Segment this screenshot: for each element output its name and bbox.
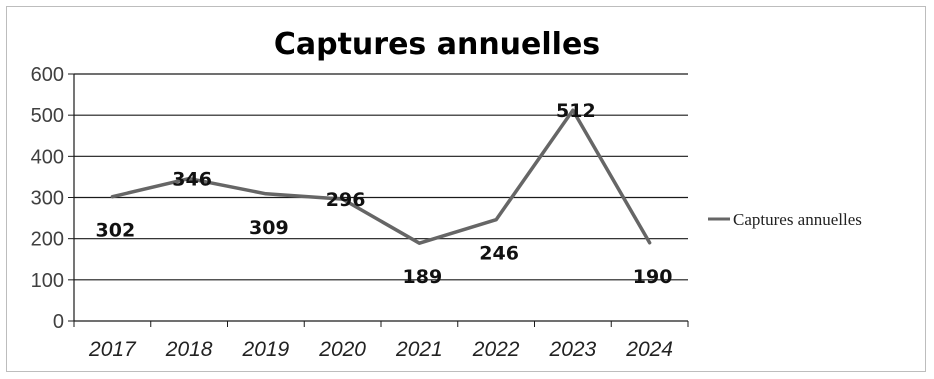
x-tick-label: 2019 (242, 338, 290, 361)
data-label: 512 (556, 100, 596, 122)
y-tick-label: 100 (31, 270, 64, 292)
series-line-group (110, 108, 652, 245)
x-tick-label: 2024 (625, 338, 673, 361)
x-tick-label: 2021 (395, 338, 443, 361)
legend: Captures annuelles (708, 210, 862, 229)
y-tick-label: 600 (31, 64, 64, 86)
data-label: 346 (172, 169, 212, 191)
x-tick-label: 2017 (88, 338, 137, 361)
data-label: 189 (403, 266, 443, 288)
chart-frame (6, 6, 926, 372)
data-label: 309 (249, 217, 289, 239)
data-labels: 302 346 309 296 189 246 512 190 (96, 100, 673, 288)
chart-title: Captures annuelles (274, 27, 600, 62)
x-tick-label: 2020 (318, 338, 366, 361)
data-label: 302 (96, 220, 136, 242)
x-tick-label: 2023 (549, 338, 597, 361)
y-axis-ticks: 0 100 200 300 400 500 600 (31, 64, 74, 333)
x-axis-ticks: 2017 2018 2019 2020 2021 2022 2023 2024 (73, 321, 689, 361)
y-tick-label: 300 (31, 188, 64, 210)
y-tick-label: 500 (31, 105, 64, 127)
y-tick-label: 0 (53, 311, 64, 333)
data-label: 190 (633, 266, 673, 288)
gridlines (74, 73, 688, 281)
data-label: 246 (479, 243, 519, 265)
x-tick-label: 2018 (165, 338, 213, 361)
legend-label: Captures annuelles (733, 210, 862, 229)
data-label: 296 (326, 189, 366, 211)
x-tick-label: 2022 (472, 338, 520, 361)
y-tick-label: 200 (31, 229, 64, 251)
series-line (110, 108, 652, 245)
y-tick-label: 400 (31, 146, 64, 168)
